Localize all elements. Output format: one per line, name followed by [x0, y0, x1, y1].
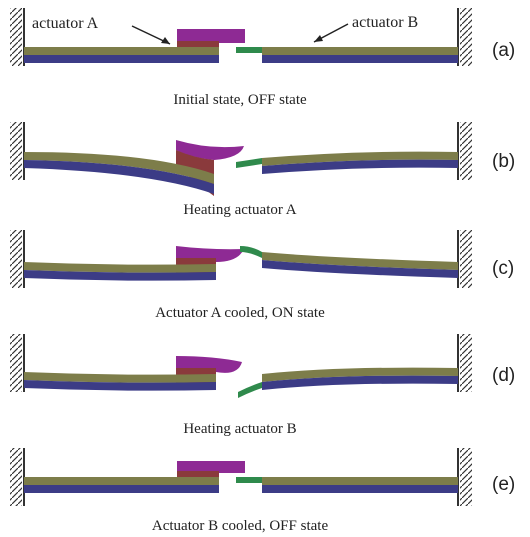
actuator-b-top-layer: [262, 47, 458, 55]
actuator-a-top-layer: [24, 262, 216, 273]
right-wall: [460, 334, 472, 392]
panel-caption: Heating actuator B: [183, 421, 296, 437]
panel-caption: Actuator B cooled, OFF state: [152, 518, 329, 534]
left-wall: [10, 230, 22, 288]
left-wall: [10, 8, 22, 66]
actuator-b-tip: [240, 246, 262, 258]
actuator-b-bottom-layer: [262, 485, 458, 493]
panel-d: Heating actuator B (d): [10, 334, 515, 437]
actuator-b-tip: [236, 158, 262, 168]
right-wall: [460, 8, 472, 66]
actuator-b-tip: [236, 477, 262, 483]
actuator-b-bottom-layer: [262, 55, 458, 63]
actuator-b-top-layer: [262, 367, 458, 382]
actuator-b-tip: [238, 382, 262, 398]
actuator-a-pad: [177, 461, 245, 473]
actuator-a-bottom-layer: [24, 270, 216, 281]
panel-a: actuator A actuator B Initial state, OFF…: [10, 8, 515, 108]
actuator-a-top-layer: [24, 477, 219, 485]
panel-caption: Heating actuator A: [183, 202, 296, 218]
panel-e: Actuator B cooled, OFF state (e): [10, 448, 515, 534]
actuator-b-bottom-layer: [262, 159, 458, 174]
actuator-a-top-layer: [24, 372, 216, 383]
panel-caption: Actuator A cooled, ON state: [155, 305, 325, 321]
actuator-a-bottom-layer: [24, 485, 219, 493]
right-wall: [460, 122, 472, 180]
left-wall: [10, 448, 22, 506]
actuator-a-bottom-layer: [24, 380, 216, 391]
panel-label: (b): [492, 151, 515, 172]
actuator-a-pad-base: [177, 471, 219, 479]
actuator-a-bottom-layer: [24, 160, 214, 194]
actuator-a-bottom-layer: [24, 55, 219, 63]
panel-label: (a): [492, 40, 515, 61]
panel-label: (e): [492, 474, 515, 495]
actuator-b-tip: [236, 47, 262, 53]
right-wall: [460, 230, 472, 288]
actuator-a-pad: [176, 140, 244, 160]
panel-b: Heating actuator A (b): [10, 122, 515, 218]
actuator-a-pad: [177, 29, 245, 43]
panel-c: Actuator A cooled, ON state (c): [10, 230, 514, 321]
actuator-b-annotation: actuator B: [352, 14, 418, 31]
actuator-b-top-layer: [262, 477, 458, 485]
panel-label: (d): [492, 365, 515, 386]
actuator-a-top-layer: [24, 47, 219, 55]
panel-label: (c): [492, 258, 514, 279]
left-wall: [10, 122, 22, 180]
actuator-a-pad-base: [177, 41, 219, 51]
panel-caption: Initial state, OFF state: [173, 92, 307, 108]
actuator-b-bottom-layer: [262, 375, 458, 390]
actuator-b-bottom-layer: [262, 260, 458, 278]
left-wall: [10, 334, 22, 392]
actuator-b-top-layer: [262, 151, 458, 166]
actuator-a-top-layer: [24, 152, 214, 184]
right-wall: [460, 448, 472, 506]
actuator-a-annotation: actuator A: [32, 15, 99, 32]
actuator-b-top-layer: [262, 252, 458, 270]
